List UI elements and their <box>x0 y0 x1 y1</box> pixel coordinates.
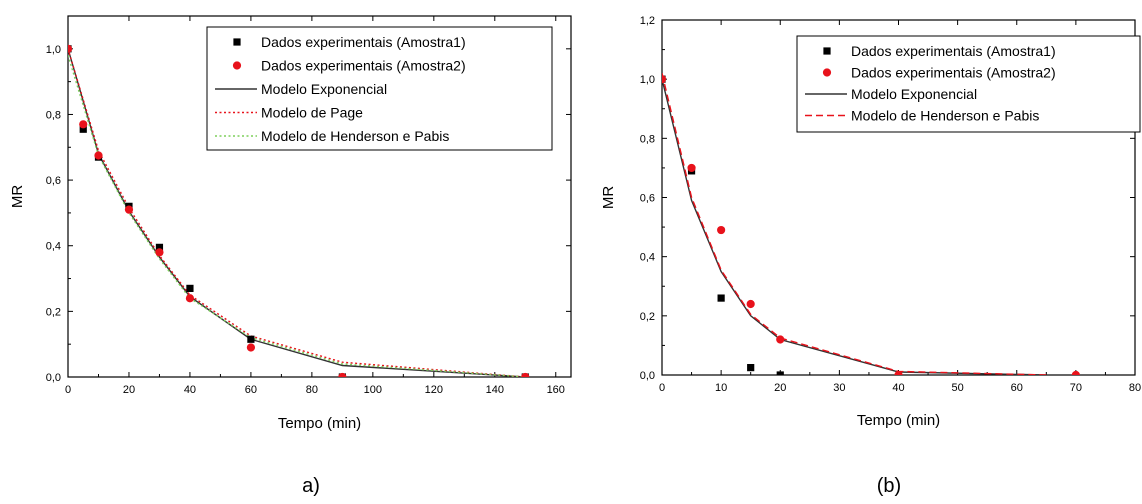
y-tick-label: 1,0 <box>46 44 61 56</box>
x-tick-label: 30 <box>833 382 845 394</box>
x-tick-label: 60 <box>245 384 257 396</box>
y-tick-label: 0,2 <box>640 311 655 323</box>
data-point-circle <box>521 372 530 377</box>
y-tick-label: 0,6 <box>46 175 61 187</box>
x-tick-label: 40 <box>892 382 904 394</box>
legend: Dados experimentais (Amostra1) Dados expe… <box>206 26 553 151</box>
data-point-circle <box>124 205 134 214</box>
series-line-2 <box>68 48 526 377</box>
data-point-square <box>247 335 255 343</box>
x-tick-label: 60 <box>1011 382 1023 394</box>
y-tick-label: 0,0 <box>46 372 61 384</box>
x-tick-label: 160 <box>547 384 565 396</box>
legend: Dados experimentais (Amostra1) Dados expe… <box>796 35 1141 133</box>
data-point-square <box>79 125 87 133</box>
data-point-square <box>717 294 725 302</box>
legend-label: Modelo Exponencial <box>261 81 387 97</box>
y-tick-label: 0,4 <box>46 241 61 253</box>
data-point-square <box>747 364 755 372</box>
data-point-circle <box>1071 370 1080 375</box>
legend-label: Modelo Exponencial <box>851 86 977 102</box>
y-tick-label: 1,2 <box>640 15 655 27</box>
data-point-square <box>155 243 164 251</box>
data-point-circle <box>155 248 164 257</box>
x-tick-label: 80 <box>1129 382 1141 394</box>
panel-label: (b) <box>877 475 901 497</box>
x-tick-label: 0 <box>659 382 665 394</box>
legend-label: Modelo de Henderson e Pabis <box>851 108 1039 124</box>
y-axis-label: MR <box>9 185 26 208</box>
data-point-circle <box>94 151 103 160</box>
y-tick-label: 0,6 <box>640 193 655 205</box>
legend-label: Modelo de Henderson e Pabis <box>261 128 449 144</box>
legend-label: Modelo de Page <box>261 105 363 121</box>
data-point-circle <box>246 343 256 352</box>
y-tick-label: 0,4 <box>640 252 655 264</box>
x-axis-label: Tempo (min) <box>857 412 940 429</box>
x-tick-label: 0 <box>65 384 71 396</box>
data-point-circle <box>776 335 785 344</box>
data-point-square <box>186 284 194 292</box>
x-tick-label: 20 <box>123 384 135 396</box>
y-tick-label: 0,8 <box>46 109 61 121</box>
legend-marker-square <box>823 47 831 55</box>
y-tick-label: 0,8 <box>640 133 655 145</box>
series-line-3 <box>68 48 526 377</box>
legend-box <box>206 26 553 151</box>
legend-label: Dados experimentais (Amostra2) <box>851 65 1056 81</box>
panel-label: a) <box>302 475 320 497</box>
data-point-circle <box>717 225 726 235</box>
x-tick-label: 20 <box>774 382 786 394</box>
x-tick-label: 40 <box>184 384 196 396</box>
series-layer <box>68 44 530 377</box>
data-point-circle <box>185 294 195 303</box>
chart-panel-0: 0 20 40 60 80 100 120 140 160 0,0 0,2 0,4 0,6 0,8 1,0 T… <box>9 15 572 497</box>
legend-box <box>796 35 1141 133</box>
data-point-circle <box>338 372 347 377</box>
y-tick-label: 1,0 <box>640 74 655 86</box>
y-axis-label: MR <box>600 186 617 209</box>
x-tick-label: 120 <box>425 384 443 396</box>
data-point-circle <box>662 75 667 84</box>
data-point-circle <box>687 163 696 173</box>
y-tick-label: 0,2 <box>46 306 61 318</box>
data-point-circle <box>79 120 88 129</box>
x-axis-label: Tempo (min) <box>278 415 361 432</box>
data-point-circle <box>894 370 903 375</box>
legend-label: Dados experimentais (Amostra2) <box>261 58 466 74</box>
legend-marker-circle <box>232 61 242 70</box>
legend-marker-circle <box>822 68 832 77</box>
y-tick-label: 0,0 <box>640 370 655 382</box>
legend-marker-square <box>233 38 241 46</box>
legend-label: Dados experimentais (Amostra1) <box>261 34 466 50</box>
x-tick-label: 140 <box>486 384 504 396</box>
data-point-square <box>776 371 784 375</box>
x-tick-label: 100 <box>364 384 382 396</box>
legend-label: Dados experimentais (Amostra1) <box>851 43 1056 59</box>
x-tick-label: 80 <box>306 384 318 396</box>
chart-panel-1: 0 10 20 30 40 50 60 70 80 0,0 0,2 0,4 0,6 0,8 1,0 1,2 Te… <box>600 15 1141 497</box>
plot-frame <box>67 15 572 378</box>
data-point-circle <box>746 299 755 309</box>
x-tick-label: 50 <box>952 382 964 394</box>
series-layer <box>662 73 1080 375</box>
data-point-circle <box>68 44 73 53</box>
x-tick-label: 10 <box>715 382 727 394</box>
x-tick-label: 70 <box>1070 382 1082 394</box>
